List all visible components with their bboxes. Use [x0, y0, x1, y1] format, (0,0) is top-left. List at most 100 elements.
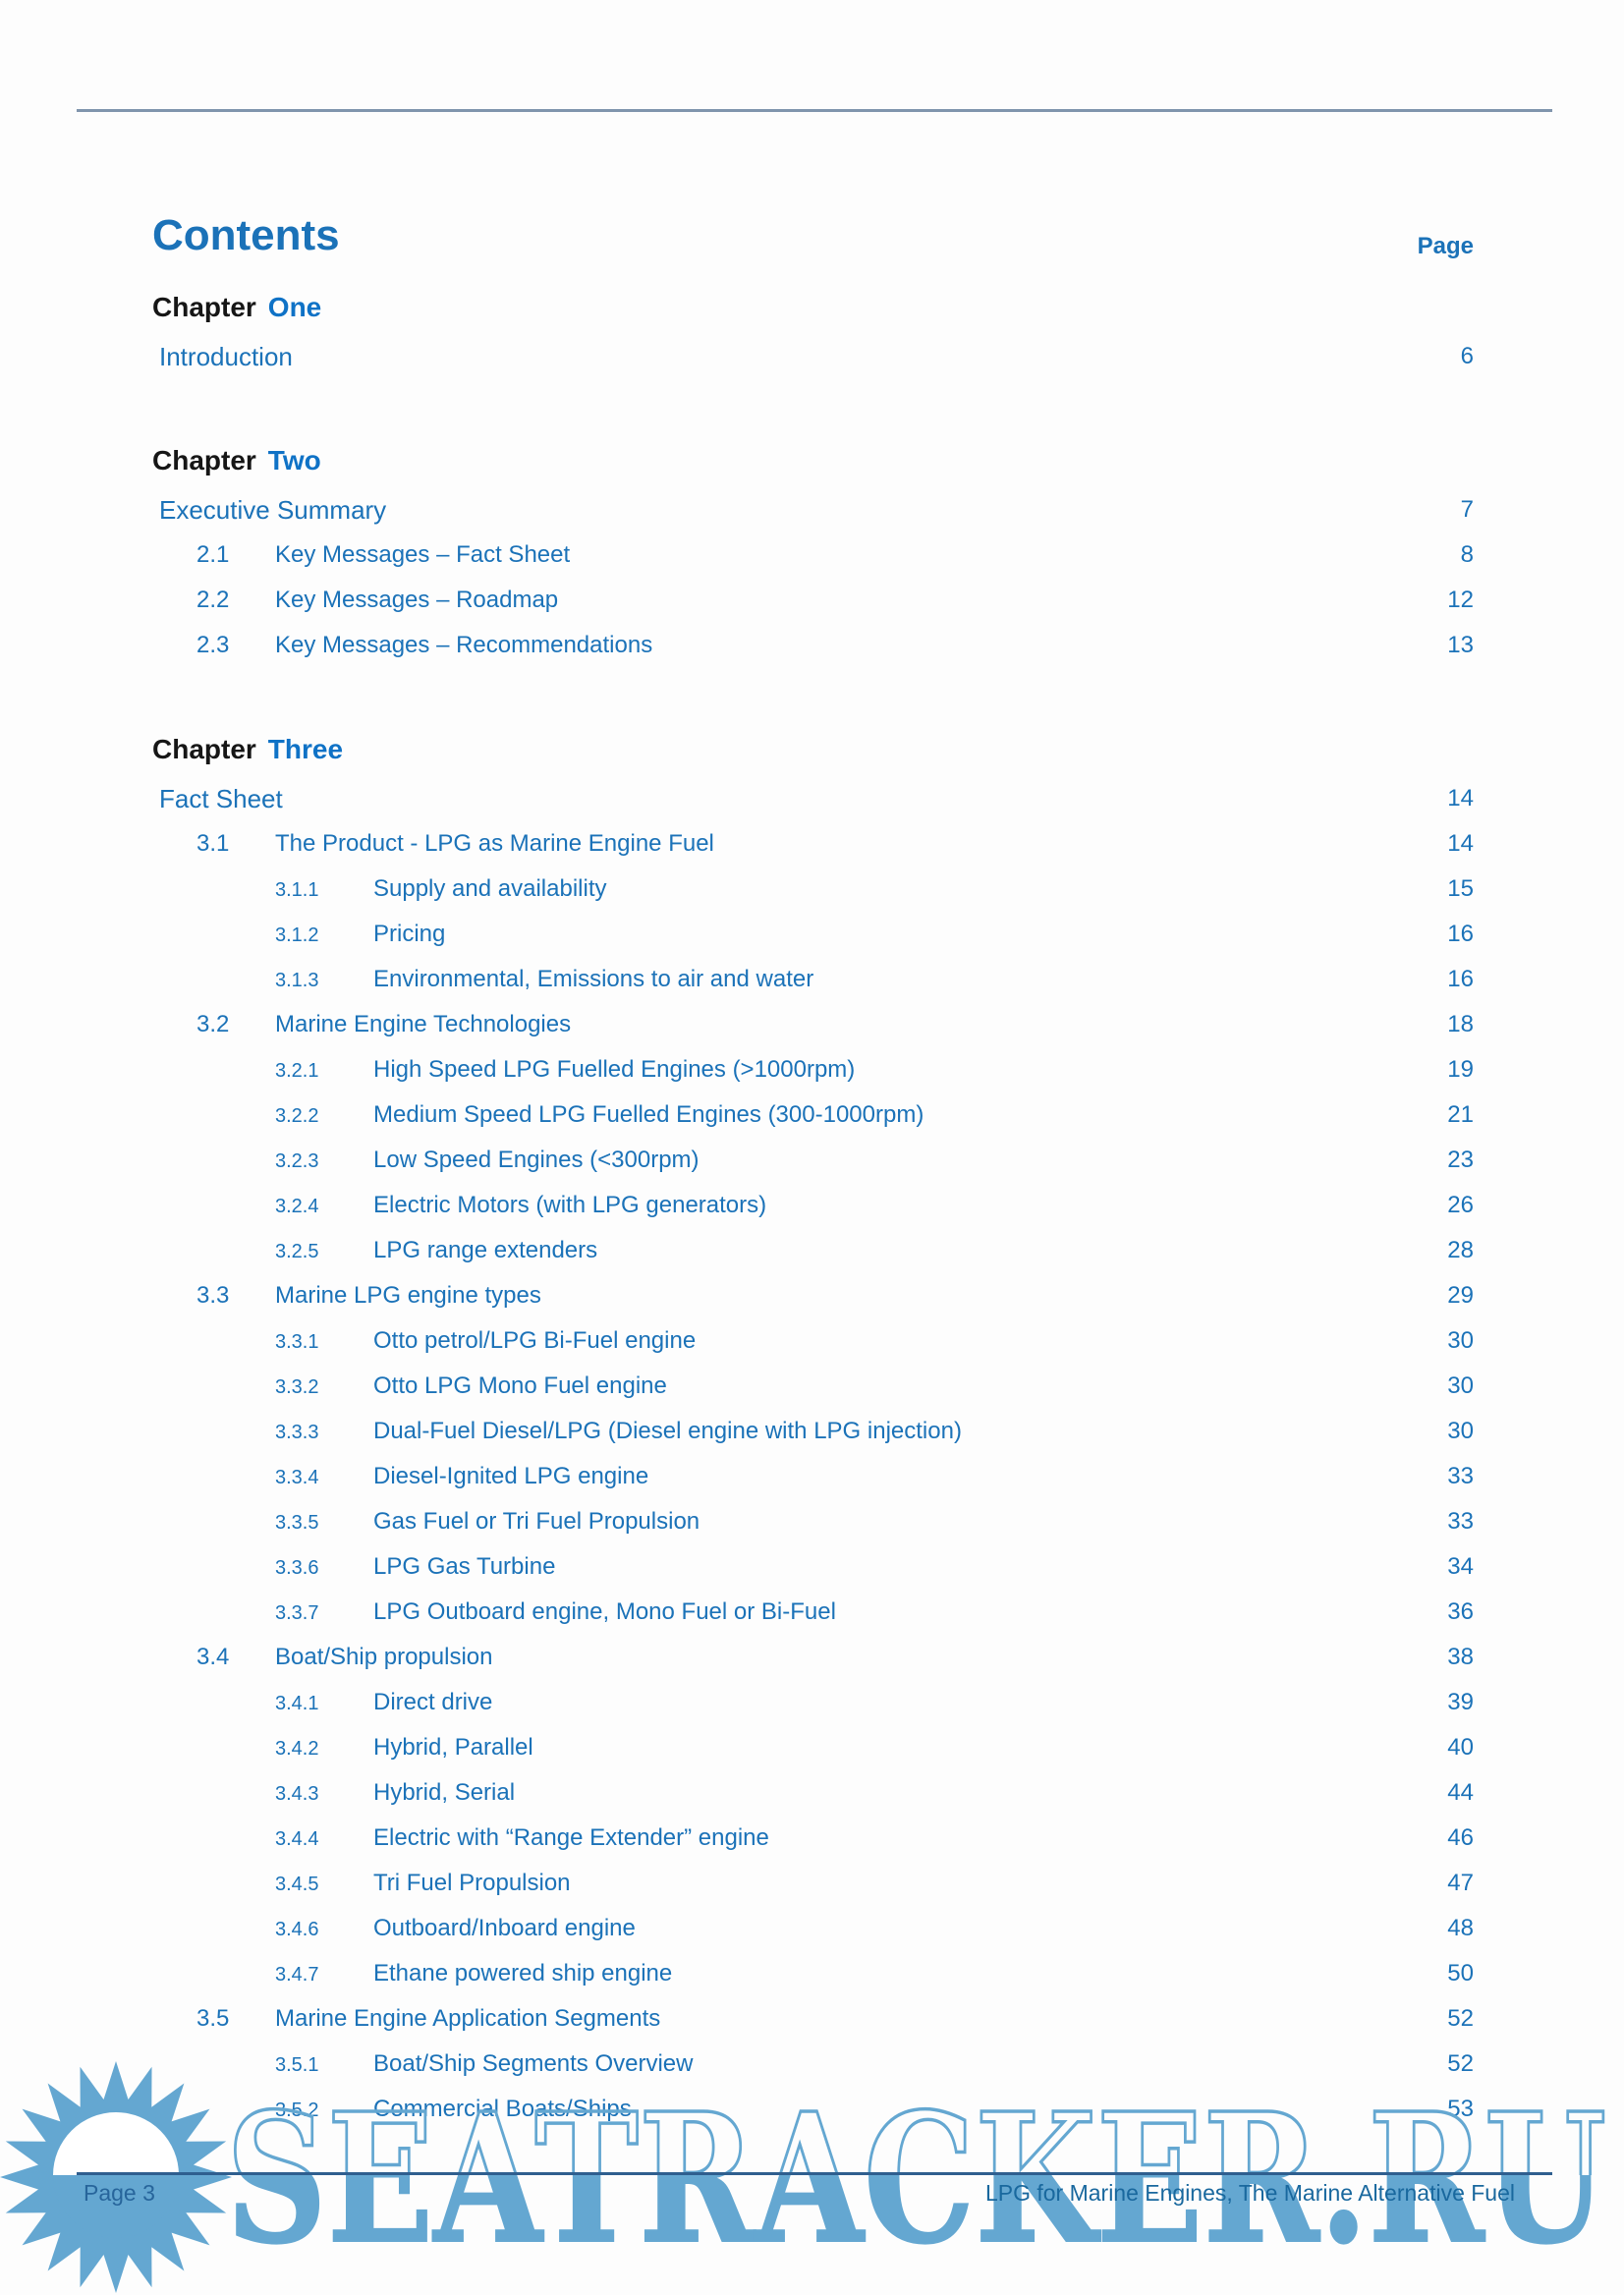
toc-entry-number: 3.1.1 — [275, 879, 319, 901]
toc-entry-number: 3.1.2 — [275, 924, 319, 946]
toc-entry-label: Low Speed Engines (<300rpm) — [373, 1147, 700, 1173]
toc-entry-page: 8 — [1460, 541, 1474, 568]
toc-entry-number: 3.2.3 — [275, 1150, 319, 1172]
toc-entry: 3.2 Marine Engine Technologies 18 — [152, 1002, 1474, 1047]
toc-entry-page: 44 — [1447, 1779, 1474, 1806]
toc-entry-page: 28 — [1447, 1237, 1474, 1263]
toc-entry: 3.3.5 Gas Fuel or Tri Fuel Propulsion 33 — [152, 1499, 1474, 1544]
toc-entry-page: 48 — [1447, 1915, 1474, 1941]
toc-entry-label: Medium Speed LPG Fuelled Engines (300-10… — [373, 1101, 924, 1128]
toc-entry-number: 3.3.7 — [275, 1602, 319, 1624]
toc-entry-label: Pricing — [373, 921, 446, 947]
toc-entry: 3.3.1 Otto petrol/LPG Bi-Fuel engine 30 — [152, 1318, 1474, 1364]
toc-entry-label: Fact Sheet — [159, 784, 283, 813]
toc-entry-number: 3.4.3 — [275, 1783, 319, 1805]
toc-entry: 3.2.4 Electric Motors (with LPG generator… — [152, 1183, 1474, 1228]
toc-entry: 3.3.4 Diesel-Ignited LPG engine 33 — [152, 1454, 1474, 1499]
toc-entry-number: 3.4 — [196, 1644, 230, 1670]
toc-entry-number: 3.5.1 — [275, 2054, 319, 2076]
toc-entry-label: Marine Engine Technologies — [275, 1011, 572, 1037]
toc-entry-page: 14 — [1447, 785, 1474, 812]
chapter-heading: Chapter Two — [152, 436, 1474, 485]
toc-entry-number: 3.4.1 — [275, 1693, 319, 1714]
toc-entry-label: Tri Fuel Propulsion — [373, 1870, 571, 1896]
toc-entry: 3.4.2 Hybrid, Parallel 40 — [152, 1725, 1474, 1770]
toc-entry-label: Diesel-Ignited LPG engine — [373, 1463, 649, 1489]
toc-entry: 3.1.2 Pricing 16 — [152, 912, 1474, 957]
toc-entry-page: 14 — [1447, 830, 1474, 857]
toc-entry-number: 3.1 — [196, 830, 230, 857]
toc-entry-page: 30 — [1447, 1372, 1474, 1399]
toc-entry-page: 6 — [1460, 343, 1474, 369]
toc-entry-label: Otto petrol/LPG Bi-Fuel engine — [373, 1327, 697, 1354]
toc-entry-page: 33 — [1447, 1508, 1474, 1535]
toc-entry-page: 30 — [1447, 1327, 1474, 1354]
chapter-name: One — [267, 292, 322, 322]
toc-entry-label: Hybrid, Serial — [373, 1779, 516, 1806]
toc-entry-label: Ethane powered ship engine — [373, 1960, 673, 1987]
toc-entry-page: 15 — [1447, 875, 1474, 902]
toc-entry-number: 3.2.2 — [275, 1105, 319, 1127]
toc-entry-label: LPG range extenders — [373, 1237, 598, 1263]
toc-entry-page: 36 — [1447, 1598, 1474, 1625]
toc-entry-number: 3.4.5 — [275, 1874, 319, 1895]
toc-entry-label: LPG Outboard engine, Mono Fuel or Bi-Fue… — [373, 1598, 836, 1625]
toc-entry-page: 47 — [1447, 1870, 1474, 1896]
toc-entry-number: 3.4.2 — [275, 1738, 319, 1760]
toc-entry-label: Marine LPG engine types — [275, 1282, 541, 1309]
chapter-prefix: Chapter — [152, 445, 256, 476]
toc-entry-label: Boat/Ship Segments Overview — [373, 2050, 694, 2077]
header-rule — [77, 109, 1552, 112]
toc-entry-number: 3.3.2 — [275, 1376, 319, 1398]
toc-entry: 3.3.6 LPG Gas Turbine 34 — [152, 1544, 1474, 1590]
toc-entry-number: 2.3 — [196, 632, 230, 658]
toc-entry-label: The Product - LPG as Marine Engine Fuel — [275, 830, 714, 857]
toc-entry: 2.3 Key Messages – Recommendations 13 — [152, 623, 1474, 668]
footer-page-number: Page 3 — [84, 2180, 155, 2206]
toc-entry-number: 3.4.6 — [275, 1919, 319, 1940]
toc-entry-label: High Speed LPG Fuelled Engines (>1000rpm… — [373, 1056, 856, 1083]
toc-entry: 3.1.3 Environmental, Emissions to air and… — [152, 957, 1474, 1002]
chapter-prefix: Chapter — [152, 734, 256, 764]
toc-entry: 2.2 Key Messages – Roadmap 12 — [152, 578, 1474, 623]
toc-entry-number: 3.3.4 — [275, 1467, 319, 1488]
toc-entry-number: 2.2 — [196, 587, 230, 613]
toc-entry-page: 34 — [1447, 1553, 1474, 1580]
page-column-label: Page — [1417, 233, 1474, 259]
toc-entry-number: 2.1 — [196, 541, 230, 568]
toc-entry-page: 16 — [1447, 921, 1474, 947]
chapter-heading: Chapter One — [152, 283, 1474, 332]
toc-entry: 3.1 The Product - LPG as Marine Engine Fu… — [152, 821, 1474, 867]
toc-entry: 3.3.2 Otto LPG Mono Fuel engine 30 — [152, 1364, 1474, 1409]
toc-entry-label: Outboard/Inboard engine — [373, 1915, 636, 1941]
toc-entry-page: 16 — [1447, 966, 1474, 992]
toc-entry-label: Environmental, Emissions to air and wate… — [373, 966, 814, 992]
toc-entry-label: Otto LPG Mono Fuel engine — [373, 1372, 667, 1399]
toc-entry-number: 3.4.7 — [275, 1964, 319, 1986]
toc-entry: 3.4 Boat/Ship propulsion 38 — [152, 1635, 1474, 1680]
toc-entry-page: 7 — [1460, 496, 1474, 523]
toc-entry-number: 3.3.5 — [275, 1512, 319, 1534]
toc-entry-page: 39 — [1447, 1689, 1474, 1715]
toc-entry-label: Commercial Boats/Ships — [373, 2096, 632, 2122]
toc-entry-label: Supply and availability — [373, 875, 607, 902]
toc-entry: 3.2.1 High Speed LPG Fuelled Engines (>10… — [152, 1047, 1474, 1092]
toc-entry-label: Dual-Fuel Diesel/LPG (Diesel engine with… — [373, 1418, 962, 1444]
toc-entry-label: Gas Fuel or Tri Fuel Propulsion — [373, 1508, 700, 1535]
chapter-name: Two — [267, 445, 321, 476]
table-of-contents: Chapter One Introduction 6 Chapter Two Executi… — [152, 283, 1474, 2132]
toc-entry: Fact Sheet 14 — [152, 776, 1474, 821]
toc-entry-label: Key Messages – Fact Sheet — [275, 541, 571, 568]
toc-entry: 3.3.3 Dual-Fuel Diesel/LPG (Diesel engine… — [152, 1409, 1474, 1454]
toc-entry-page: 21 — [1447, 1101, 1474, 1128]
toc-entry-label: Key Messages – Recommendations — [275, 632, 653, 658]
toc-entry-label: Direct drive — [373, 1689, 493, 1715]
toc-entry-page: 53 — [1447, 2096, 1474, 2122]
toc-entry: 2.1 Key Messages – Fact Sheet 8 — [152, 532, 1474, 578]
toc-entry: 3.4.4 Electric with “Range Extender” engi… — [152, 1816, 1474, 1861]
toc-entry-page: 50 — [1447, 1960, 1474, 1987]
toc-entry-label: Marine Engine Application Segments — [275, 2005, 661, 2032]
toc-entry-label: Boat/Ship propulsion — [275, 1644, 493, 1670]
footer-rule — [77, 2172, 1552, 2175]
toc-entry-label: Introduction — [159, 342, 293, 371]
